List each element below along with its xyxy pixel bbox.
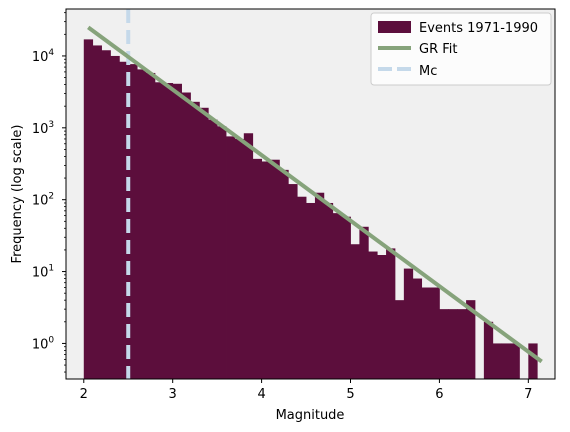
histogram-bar [262, 161, 271, 379]
histogram-bar [484, 322, 493, 379]
legend-swatch-events [378, 21, 411, 33]
histogram-bar [324, 203, 333, 379]
histogram-bar [457, 309, 466, 379]
histogram-bar [110, 56, 119, 379]
histogram-bar [137, 69, 146, 379]
histogram-bar [173, 84, 182, 379]
histogram-bar [199, 108, 208, 379]
x-tick-label: 4 [257, 387, 265, 402]
histogram-bar [377, 255, 386, 379]
histogram-bar [306, 203, 315, 379]
histogram-bar [315, 193, 324, 379]
histogram-bar [359, 227, 368, 379]
x-tick-label: 6 [435, 387, 443, 402]
histogram-bar [431, 288, 440, 379]
x-axis-ticks: 2 3 4 5 6 7 [80, 379, 533, 402]
histogram-bar [511, 343, 520, 379]
y-tick-label: 103 [32, 120, 54, 137]
legend-label-gr-fit: GR Fit [419, 42, 457, 57]
histogram-bar [155, 82, 164, 379]
x-tick-label: 3 [169, 387, 177, 402]
histogram-bar [333, 213, 342, 379]
histogram-bar [182, 93, 191, 379]
histogram-bar [368, 252, 377, 379]
histogram-bar [448, 309, 457, 379]
histogram-bar [146, 73, 155, 379]
histogram-bar [351, 244, 360, 379]
histogram-bar [493, 343, 502, 379]
y-axis-ticks: 100 101 102 103 104 [32, 13, 66, 372]
histogram-bar [413, 279, 422, 379]
histogram-bar [190, 102, 199, 379]
y-tick-label: 100 [32, 335, 55, 352]
histogram-bar [297, 197, 306, 379]
histogram-bar [439, 309, 448, 379]
histogram-bar [164, 83, 173, 379]
histogram-bar [502, 343, 511, 379]
x-tick-label: 2 [80, 387, 88, 402]
legend: Events 1971-1990 GR Fit Mc [371, 13, 551, 85]
histogram-bar [279, 170, 288, 379]
histogram-bar [244, 133, 253, 379]
histogram-bar [528, 343, 537, 379]
histogram-bar [395, 300, 404, 379]
y-tick-label: 104 [32, 48, 55, 65]
legend-label-events: Events 1971-1990 [419, 21, 538, 36]
histogram-bar [342, 217, 351, 379]
histogram-bar [102, 50, 111, 379]
histogram-bar [93, 45, 102, 379]
histogram-bar [253, 159, 262, 379]
x-tick-label: 5 [346, 387, 354, 402]
histogram-bar [84, 39, 93, 379]
histogram-bar [226, 136, 235, 379]
y-tick-label: 102 [32, 192, 54, 209]
y-tick-label: 101 [32, 264, 54, 281]
histogram-bar [404, 269, 413, 379]
histogram-bar [217, 126, 226, 379]
histogram-bar [422, 288, 431, 379]
x-axis-label: Magnitude [276, 408, 345, 423]
legend-label-mc: Mc [419, 64, 437, 79]
x-tick-label: 7 [524, 387, 532, 402]
histogram-bar [235, 139, 244, 379]
histogram-bar [270, 160, 279, 379]
y-axis-label: Frequency (log scale) [10, 125, 25, 264]
histogram-bar [386, 248, 395, 379]
histogram-bar [208, 120, 217, 379]
histogram-bar [288, 184, 297, 379]
